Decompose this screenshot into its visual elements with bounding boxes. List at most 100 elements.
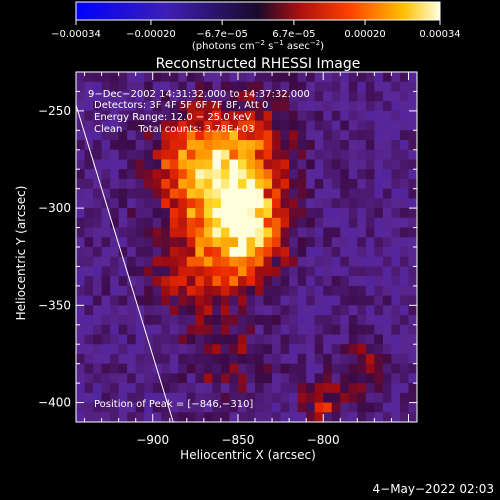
heatmap-pixel xyxy=(314,285,324,297)
heatmap-pixel xyxy=(348,140,358,151)
heatmap-pixel xyxy=(263,285,273,297)
heatmap-pixel xyxy=(101,130,111,141)
heatmap-pixel xyxy=(289,120,299,131)
heatmap-pixel xyxy=(340,208,350,219)
heatmap-pixel xyxy=(195,392,205,404)
heatmap-pixel xyxy=(161,266,171,277)
heatmap-pixel xyxy=(246,217,256,229)
heatmap-pixel xyxy=(280,110,290,122)
heatmap-pixel xyxy=(203,383,213,394)
heatmap-pixel xyxy=(382,110,392,122)
heatmap-pixel xyxy=(84,81,94,92)
heatmap-pixel xyxy=(229,412,239,422)
heatmap-pixel xyxy=(135,130,145,141)
heatmap-pixel xyxy=(135,198,145,209)
heatmap-pixel xyxy=(178,402,188,413)
heatmap-pixel xyxy=(399,110,409,122)
heatmap-pixel xyxy=(212,81,222,92)
heatmap-pixel xyxy=(246,373,256,384)
heatmap-pixel xyxy=(348,344,358,355)
heatmap-pixel xyxy=(237,373,247,384)
heatmap-pixel xyxy=(340,81,350,92)
heatmap-pixel xyxy=(280,140,290,151)
heatmap-pixel xyxy=(178,159,188,170)
heatmap-pixel xyxy=(84,178,94,190)
heatmap-pixel xyxy=(323,101,333,112)
heatmap-pixel xyxy=(237,110,247,122)
heatmap-pixel xyxy=(340,247,350,258)
heatmap-pixel xyxy=(203,373,213,384)
heatmap-pixel xyxy=(323,363,333,374)
heatmap-pixel xyxy=(152,412,162,422)
heatmap-pixel xyxy=(263,373,273,384)
heatmap-pixel xyxy=(331,91,341,102)
heatmap-pixel xyxy=(263,208,273,219)
heatmap-pixel xyxy=(178,169,188,180)
heatmap-pixel xyxy=(84,315,94,326)
heatmap-pixel xyxy=(374,305,384,316)
heatmap-pixel xyxy=(374,110,384,122)
heatmap-pixel xyxy=(297,140,307,151)
heatmap-pixel xyxy=(263,276,273,287)
heatmap-pixel xyxy=(212,266,222,277)
heatmap-pixel xyxy=(280,305,290,316)
heatmap-pixel xyxy=(391,334,401,345)
heatmap-pixel xyxy=(101,140,111,151)
heatmap-pixel xyxy=(110,149,120,160)
heatmap-pixel xyxy=(76,130,86,141)
heatmap-pixel xyxy=(118,91,128,102)
heatmap-pixel xyxy=(357,295,367,306)
heatmap-pixel xyxy=(272,217,282,229)
heatmap-pixel xyxy=(152,159,162,170)
heatmap-pixel xyxy=(127,344,137,355)
heatmap-pixel xyxy=(391,101,401,112)
heatmap-pixel xyxy=(365,72,375,83)
heatmap-pixel xyxy=(127,169,137,180)
heatmap-pixel xyxy=(263,140,273,151)
heatmap-pixel xyxy=(229,324,239,335)
heatmap-pixel xyxy=(161,72,171,83)
heatmap-pixel xyxy=(186,188,196,199)
heatmap-pixel xyxy=(323,373,333,384)
heatmap-pixel xyxy=(408,91,417,102)
heatmap-pixel xyxy=(178,373,188,384)
heatmap-pixel xyxy=(280,101,290,112)
heatmap-pixel xyxy=(203,285,213,297)
heatmap-pixel xyxy=(229,208,239,219)
heatmap-pixel xyxy=(272,247,282,258)
heatmap-pixel xyxy=(101,383,111,394)
heatmap-pixel xyxy=(365,353,375,365)
heatmap-pixel xyxy=(237,324,247,335)
heatmap-pixel xyxy=(135,159,145,170)
heatmap-pixel xyxy=(76,344,86,355)
heatmap-pixel xyxy=(118,344,128,355)
heatmap-pixel xyxy=(280,363,290,374)
heatmap-pixel xyxy=(161,149,171,160)
heatmap-pixel xyxy=(127,363,137,374)
heatmap-pixel xyxy=(246,101,256,112)
heatmap-pixel xyxy=(246,178,256,190)
heatmap-pixel xyxy=(391,227,401,238)
heatmap-pixel xyxy=(280,324,290,335)
heatmap-pixel xyxy=(374,276,384,287)
heatmap-pixel xyxy=(203,120,213,131)
heatmap-pixel xyxy=(229,130,239,141)
heatmap-pixel xyxy=(255,91,265,102)
heatmap-pixel xyxy=(93,72,103,83)
heatmap-pixel xyxy=(237,305,247,316)
heatmap-pixel xyxy=(237,392,247,404)
annotation-block: 9−Dec−2002 14:31:32.000 to 14:37:32.000 … xyxy=(88,89,310,135)
heatmap-pixel xyxy=(84,159,94,170)
heatmap-pixel xyxy=(289,305,299,316)
heatmap-pixel xyxy=(76,295,86,306)
heatmap-pixel xyxy=(161,247,171,258)
heatmap-pixel xyxy=(135,81,145,92)
heatmap-pixel xyxy=(382,315,392,326)
heatmap-pixel xyxy=(76,373,86,384)
heatmap-pixel xyxy=(408,344,417,355)
heatmap-pixel xyxy=(152,140,162,151)
heatmap-pixel xyxy=(289,402,299,413)
heatmap-pixel xyxy=(255,227,265,238)
heatmap-pixel xyxy=(229,383,239,394)
heatmap-pixel xyxy=(101,101,111,112)
